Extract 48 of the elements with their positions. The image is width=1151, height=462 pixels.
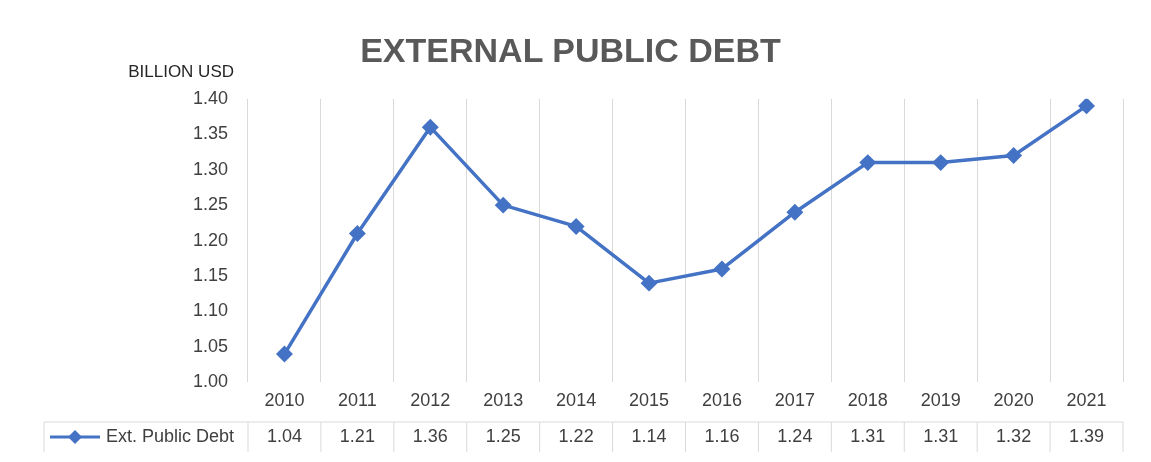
x-tick-label: 2011 <box>338 390 377 411</box>
point <box>276 346 293 362</box>
x-tick-label: 2013 <box>483 390 524 411</box>
x-tick-label: 2014 <box>556 390 597 411</box>
y-tick-label: 1.10 <box>192 300 228 321</box>
data-label: 1.39 <box>1069 425 1105 446</box>
point <box>787 204 803 220</box>
chart-title: EXTERNAL PUBLIC DEBT <box>360 30 782 69</box>
x-tick-label: 2020 <box>993 390 1034 411</box>
point <box>1078 98 1095 114</box>
point <box>641 275 657 291</box>
x-tick-label: 2021 <box>1066 390 1107 411</box>
point <box>568 218 584 235</box>
data-label: 1.31 <box>923 425 959 446</box>
y-tick-label: 1.00 <box>192 371 228 392</box>
point <box>422 119 439 135</box>
legend-label: Ext. Public Debt <box>106 425 235 446</box>
y-tick-label: 1.30 <box>192 158 228 179</box>
x-tick-label: 2017 <box>774 390 815 411</box>
x-tick-label: 2012 <box>410 390 451 411</box>
point <box>714 261 730 277</box>
data-label: 1.36 <box>412 425 448 446</box>
y-tick-label: 1.35 <box>192 123 228 144</box>
data-label: 1.16 <box>704 425 740 446</box>
x-tick-label: 2010 <box>264 390 305 411</box>
x-tick-label: 2015 <box>629 390 670 411</box>
data-label: 1.21 <box>339 425 375 446</box>
data-label: 1.32 <box>996 425 1032 446</box>
data-label: 1.31 <box>850 425 886 446</box>
data-label: 1.25 <box>485 425 521 446</box>
point <box>932 154 949 171</box>
y-tick-label: 1.05 <box>192 335 228 356</box>
x-tick-label: 2019 <box>920 390 961 411</box>
y-tick-label: 1.25 <box>192 194 228 215</box>
point <box>1005 147 1022 164</box>
data-label: 1.04 <box>266 425 302 446</box>
data-label: 1.24 <box>777 425 813 446</box>
data-label: 1.14 <box>631 425 667 446</box>
x-tick-label: 2016 <box>701 390 742 411</box>
y-tick-label: 1.15 <box>192 265 228 286</box>
point <box>860 154 876 171</box>
point <box>495 197 511 213</box>
y-tick-label: 1.40 <box>192 87 228 108</box>
y-tick-label: 1.20 <box>192 229 228 250</box>
y-axis-title: BILLION USD <box>128 61 234 81</box>
point <box>349 225 366 242</box>
x-tick-label: 2018 <box>847 390 888 411</box>
data-label: 1.22 <box>558 425 594 446</box>
